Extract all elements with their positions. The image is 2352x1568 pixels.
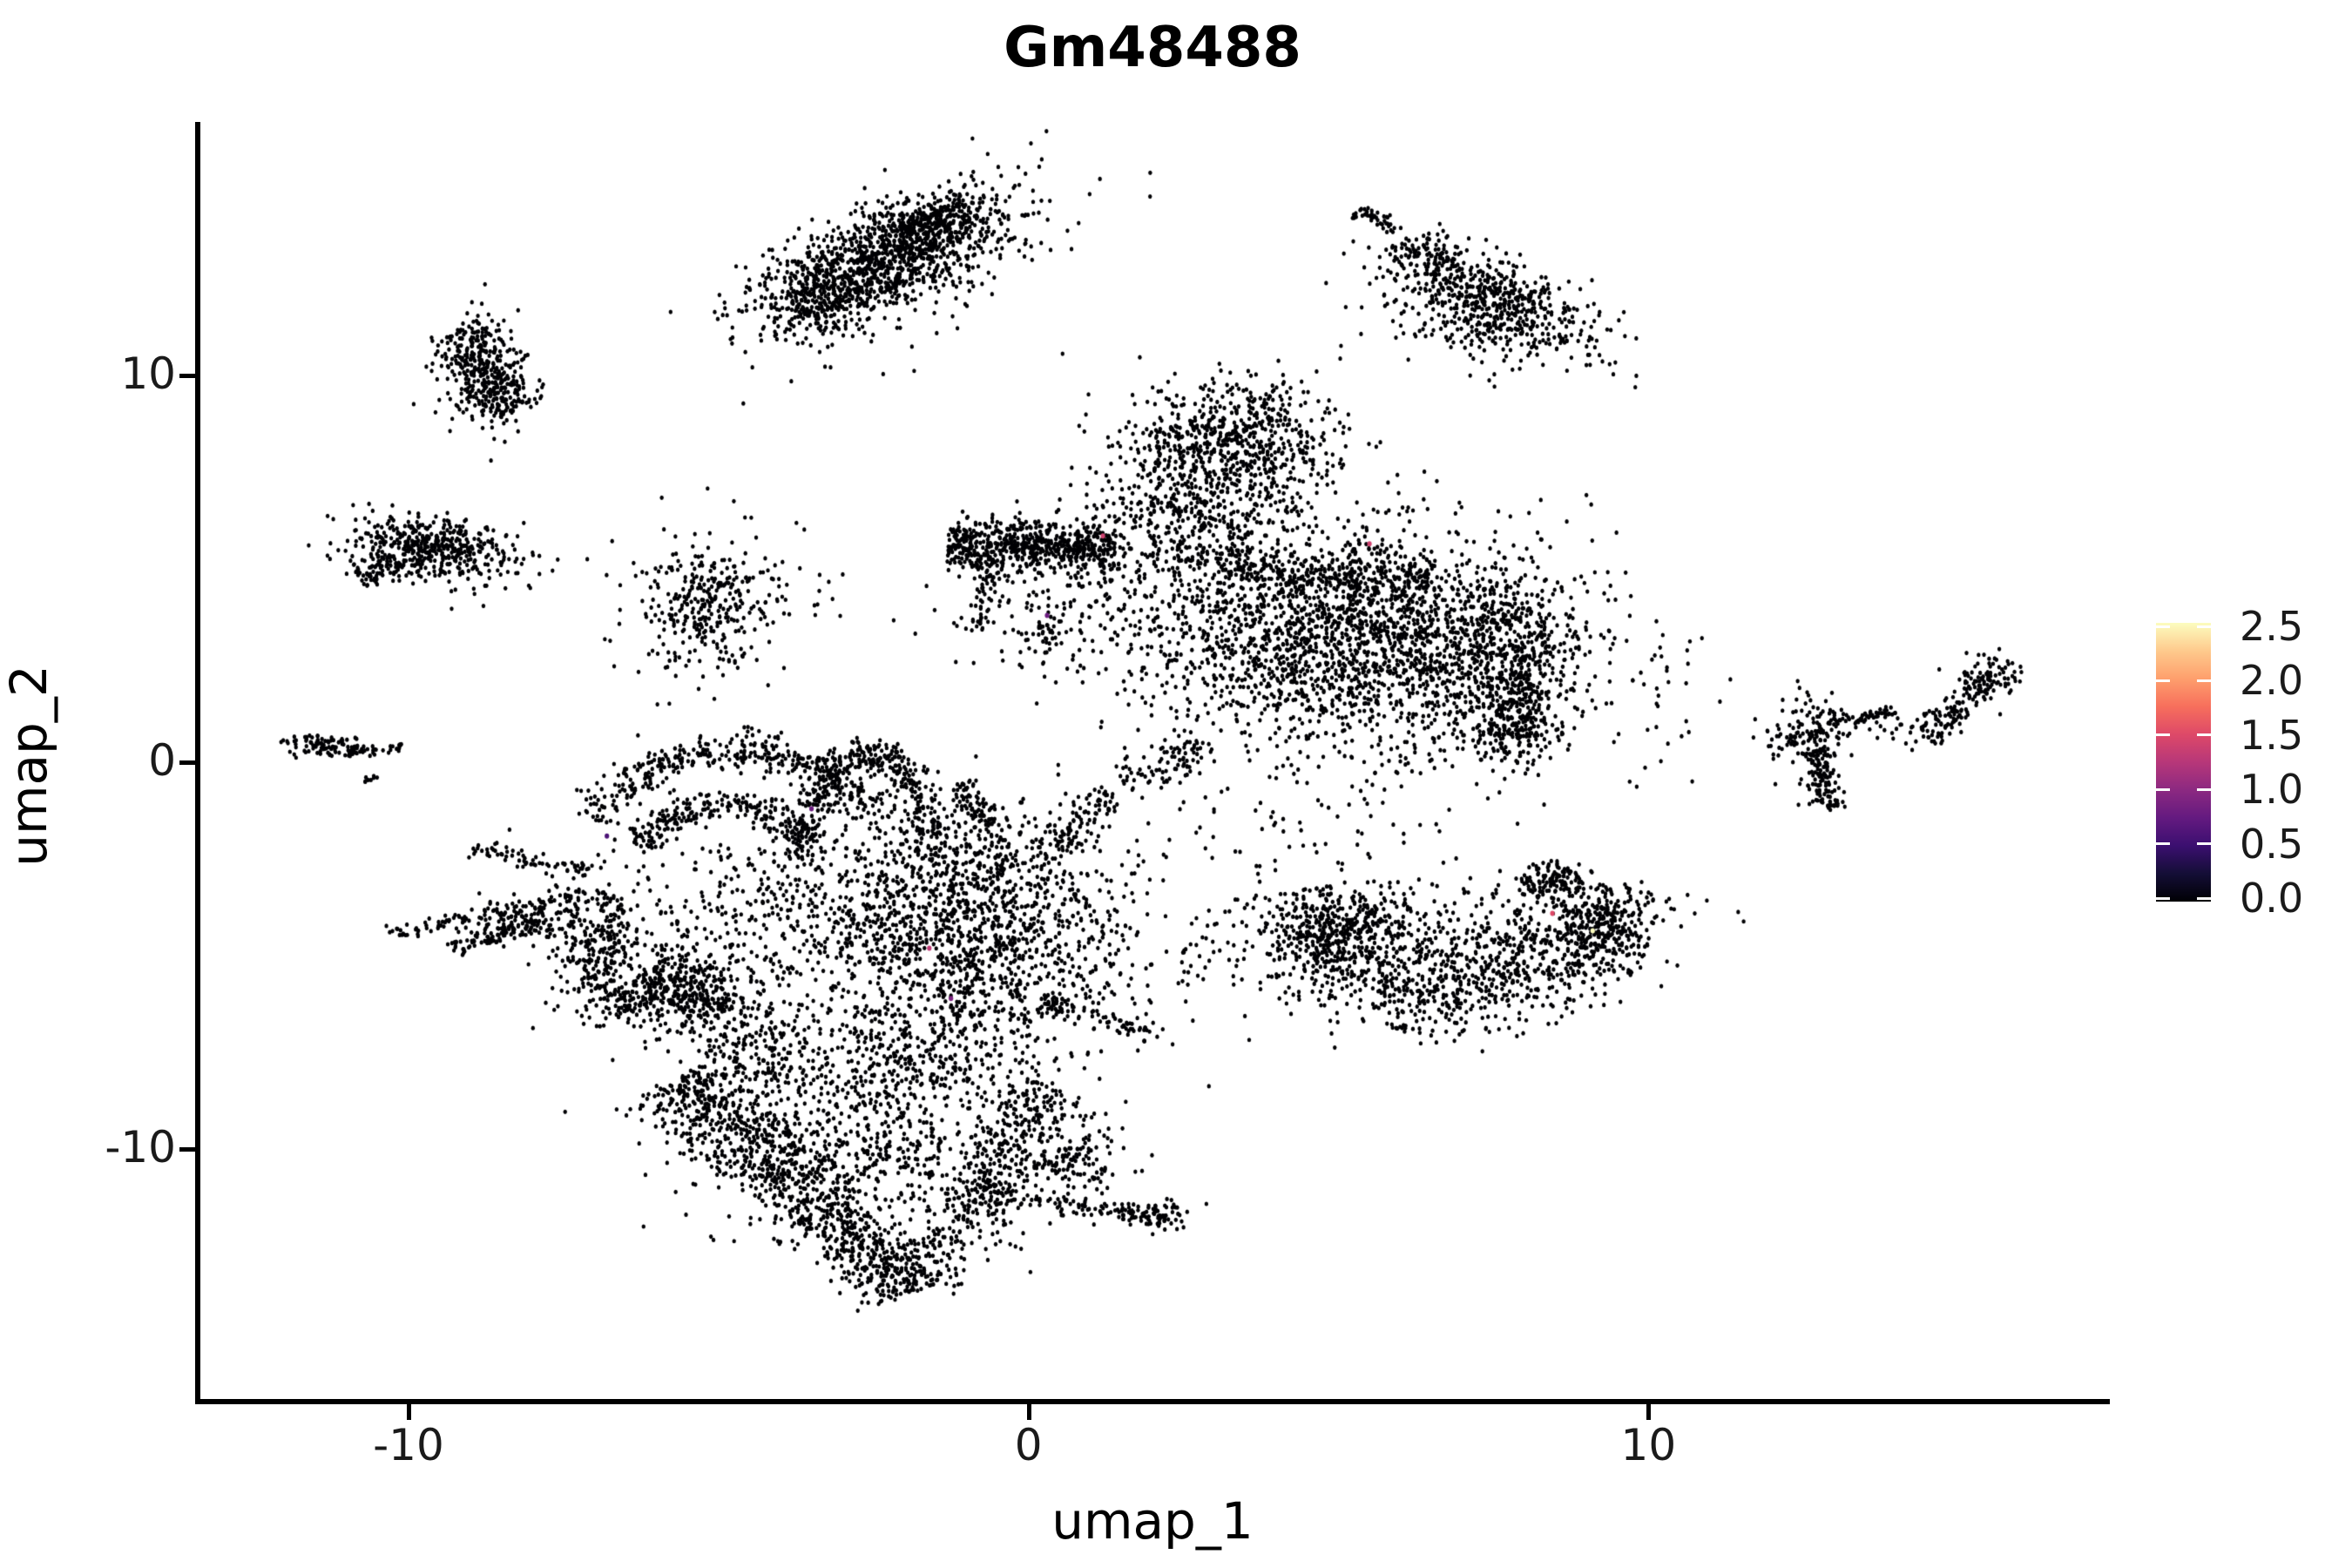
colorbar-tick-label: 0.0 — [2240, 875, 2304, 922]
y-tick-label: 10 — [120, 348, 176, 399]
colorbar: 2.5 2.0 1.5 1.0 0.5 0.0 — [2156, 603, 2303, 922]
plot-area — [198, 122, 2107, 1399]
umap-scatter-canvas — [198, 122, 2107, 1399]
colorbar-tick-label: 1.0 — [2240, 766, 2304, 814]
colorbar-tick-mark — [2197, 733, 2211, 737]
colorbar-tick-mark — [2197, 679, 2211, 682]
colorbar-tick-mark — [2156, 787, 2170, 791]
y-tick-mark — [179, 1147, 195, 1152]
colorbar-tick-mark — [2197, 896, 2211, 900]
x-tick-mark — [406, 1404, 411, 1420]
colorbar-tick-label: 2.0 — [2240, 657, 2304, 705]
colorbar-tick-mark — [2156, 896, 2170, 900]
colorbar-tick-mark — [2156, 625, 2170, 628]
y-tick-mark — [179, 373, 195, 378]
x-axis-title: umap_1 — [1051, 1491, 1254, 1551]
colorbar-tick-label: 2.5 — [2240, 603, 2304, 650]
x-tick-mark — [1026, 1404, 1031, 1420]
y-tick-mark — [179, 760, 195, 766]
plot-title: Gm48488 — [1004, 16, 1301, 80]
colorbar-tick-mark — [2156, 679, 2170, 682]
colorbar-tick-mark — [2156, 733, 2170, 737]
colorbar-tick-mark — [2197, 625, 2211, 628]
colorbar-gradient — [2156, 623, 2211, 902]
x-tick-label: 10 — [1620, 1420, 1677, 1470]
y-axis-line — [195, 122, 200, 1404]
x-tick-label: -10 — [373, 1420, 444, 1470]
x-tick-mark — [1646, 1404, 1652, 1420]
y-tick-label: -10 — [105, 1122, 176, 1173]
colorbar-tick-label: 1.5 — [2240, 711, 2304, 759]
colorbar-tick-mark — [2197, 842, 2211, 846]
y-axis-title: umap_2 — [0, 665, 58, 867]
colorbar-tick-label: 0.5 — [2240, 820, 2304, 868]
x-tick-label: 0 — [1014, 1420, 1043, 1470]
x-axis-line — [195, 1399, 2110, 1404]
colorbar-tick-mark — [2156, 842, 2170, 846]
y-tick-label: 0 — [148, 735, 176, 787]
colorbar-tick-mark — [2197, 787, 2211, 791]
